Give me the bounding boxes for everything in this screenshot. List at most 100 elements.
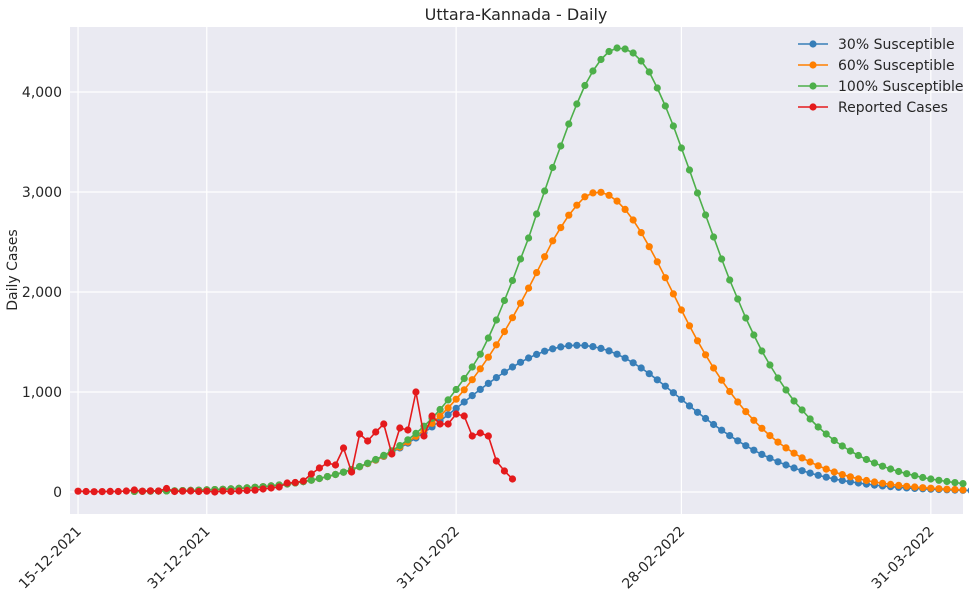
data-point <box>460 386 468 394</box>
legend-item: 100% Susceptible <box>798 79 964 95</box>
series-reported-cases <box>74 388 517 496</box>
data-point <box>541 347 549 355</box>
data-point <box>734 437 742 445</box>
data-point <box>669 389 677 397</box>
data-point <box>726 432 734 440</box>
data-point <box>935 485 943 493</box>
data-point <box>661 274 669 282</box>
data-point <box>806 458 814 466</box>
data-point <box>396 424 404 432</box>
data-point <box>524 234 533 242</box>
data-point <box>870 478 879 486</box>
data-point <box>557 224 565 232</box>
data-point <box>508 276 517 285</box>
legend: 30% Susceptible 60% Susceptible 100% Susce… <box>798 37 964 116</box>
data-point <box>251 486 259 494</box>
data-point <box>693 408 702 416</box>
data-point <box>179 487 187 495</box>
data-point <box>331 470 340 479</box>
data-point <box>653 376 661 384</box>
data-point <box>766 432 774 440</box>
data-point <box>854 475 863 483</box>
data-point <box>356 462 364 471</box>
data-point <box>74 487 82 495</box>
data-point <box>557 142 565 150</box>
data-point <box>468 432 476 440</box>
data-point <box>589 189 597 197</box>
data-point <box>734 295 742 303</box>
y-axis-title: Daily Cases <box>5 229 21 310</box>
data-point <box>589 343 597 351</box>
data-point <box>653 84 661 92</box>
data-point <box>605 191 613 199</box>
data-point <box>444 411 452 419</box>
data-point <box>726 276 734 284</box>
data-point <box>935 476 943 484</box>
data-point <box>798 454 806 462</box>
y-tick-label: 0 <box>53 485 62 501</box>
data-point <box>452 385 460 394</box>
data-point <box>187 487 195 495</box>
data-point <box>613 350 621 358</box>
data-point <box>750 416 758 424</box>
data-point <box>822 465 830 473</box>
data-point <box>476 350 484 358</box>
data-point <box>742 408 750 416</box>
data-point <box>862 455 871 464</box>
data-point <box>492 316 500 324</box>
data-point <box>870 459 879 467</box>
data-point <box>484 432 492 440</box>
data-point <box>782 461 790 469</box>
legend-label: 60% Susceptible <box>838 58 955 74</box>
data-point <box>927 484 935 492</box>
data-point <box>484 353 492 361</box>
y-tick-label: 2,000 <box>22 285 62 301</box>
data-point <box>718 376 726 384</box>
data-point <box>307 476 315 484</box>
data-point <box>758 450 766 458</box>
data-point <box>508 363 517 371</box>
data-point <box>581 81 589 90</box>
data-point <box>685 322 694 330</box>
data-point <box>460 374 468 383</box>
data-point <box>98 488 106 496</box>
data-point <box>581 193 589 201</box>
data-point <box>597 188 605 196</box>
data-point <box>846 473 854 481</box>
data-point <box>645 68 653 76</box>
data-point <box>331 461 340 469</box>
data-point <box>726 387 734 396</box>
data-point <box>412 429 420 437</box>
data-point <box>919 484 927 492</box>
data-point <box>677 306 686 314</box>
data-point <box>661 102 669 110</box>
y-tick-label: 1,000 <box>22 385 62 401</box>
data-point <box>323 473 332 481</box>
data-point <box>846 447 854 455</box>
data-point <box>774 438 782 446</box>
data-point <box>404 426 412 434</box>
data-point <box>669 290 677 298</box>
data-point <box>500 368 509 376</box>
data-point <box>444 404 452 412</box>
legend-item: Reported Cases <box>798 100 948 116</box>
data-point <box>460 398 468 406</box>
data-point <box>516 358 525 366</box>
x-tick-label: 28-02-2022 <box>619 524 688 591</box>
data-point <box>951 485 959 494</box>
legend-marker <box>809 61 817 69</box>
data-point <box>782 444 790 452</box>
data-point <box>162 484 171 493</box>
data-point <box>895 467 903 476</box>
data-point <box>903 482 911 490</box>
data-point <box>516 255 525 263</box>
data-point <box>838 476 846 485</box>
data-point <box>774 458 782 466</box>
data-point <box>106 487 114 495</box>
data-point <box>476 365 484 373</box>
data-point <box>541 187 549 195</box>
data-point <box>573 201 581 209</box>
data-point <box>412 388 420 396</box>
series-layer <box>74 44 969 496</box>
data-point <box>734 398 742 406</box>
